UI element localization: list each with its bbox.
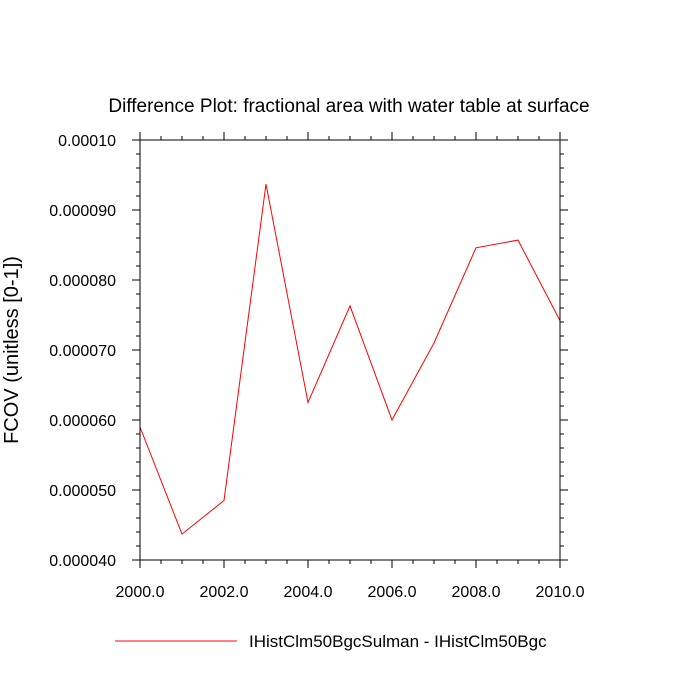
x-tick-label: 2010.0 — [536, 584, 585, 601]
series-line-0 — [139, 184, 561, 535]
minor-ticks — [136, 136, 564, 564]
y-tick-label: 0.000080 — [49, 273, 116, 290]
plot-frame — [139, 139, 561, 561]
x-tick-label: 2004.0 — [284, 584, 333, 601]
major-ticks — [132, 132, 568, 568]
y-tick-label: 0.000060 — [49, 413, 116, 430]
y-axis-label: FCOV (unitless [0-1]) — [1, 256, 23, 444]
y-tick-label: 0.000090 — [49, 203, 116, 220]
y-tick-label: 0.000070 — [49, 343, 116, 360]
legend-label-0: IHistClm50BgcSulman - IHistClm50Bgc — [249, 632, 547, 651]
x-tick-label: 2008.0 — [452, 584, 501, 601]
x-tick-label: 2000.0 — [116, 584, 165, 601]
x-tick-label: 2006.0 — [368, 584, 417, 601]
y-tick-label: 0.000040 — [49, 553, 116, 570]
x-tick-label: 2002.0 — [200, 584, 249, 601]
chart-title: Difference Plot: fractional area with wa… — [108, 96, 589, 117]
y-tick-label: 0.000050 — [49, 483, 116, 500]
x-tick-labels: 2000.0 2002.0 2004.0 2006.0 2008.0 2010.0 — [116, 584, 585, 601]
legend: IHistClm50BgcSulman - IHistClm50Bgc — [115, 632, 547, 651]
series-layer — [139, 184, 561, 535]
y-tick-label: 0.00010 — [58, 133, 116, 150]
y-tick-labels: 0.000040 0.000050 0.000060 0.000070 0.000080… — [49, 133, 116, 570]
